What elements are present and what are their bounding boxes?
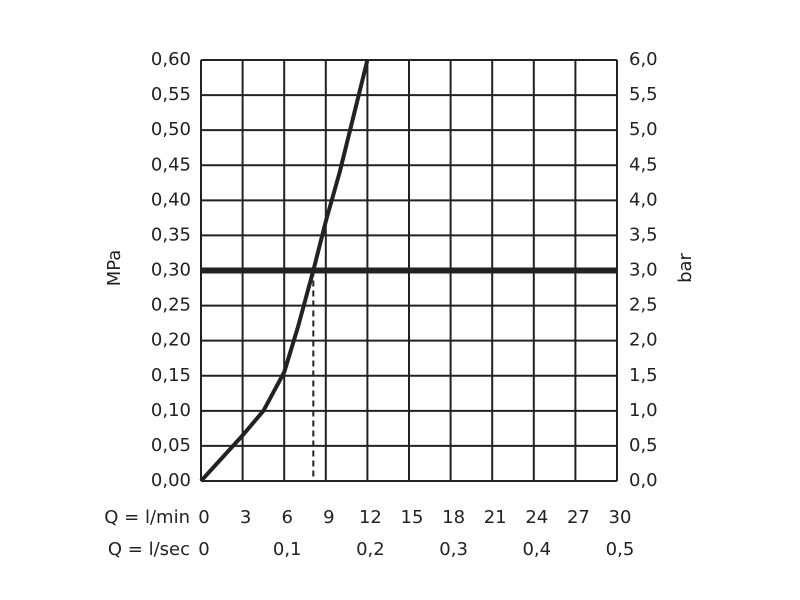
y-tick-label: 0,50 [151, 119, 191, 140]
curve [199, 59, 370, 483]
y2-tick-label: 2,0 [629, 330, 658, 351]
x2-tick-label: 0,3 [439, 539, 468, 560]
y2-tick-label: 5,0 [629, 119, 658, 140]
y-tick-label: 0,35 [151, 224, 191, 245]
x-tick-label: 15 [401, 507, 424, 528]
y-tick-label: 0,10 [151, 400, 191, 421]
x-tick-label: 0 [198, 507, 209, 528]
y2-tick-label: 4,0 [629, 189, 658, 210]
x2-tick-label: 0,4 [522, 539, 551, 560]
y-tick-label: 0,30 [151, 260, 191, 281]
y2-tick-label: 4,5 [629, 154, 658, 175]
y-tick-label: 0,45 [151, 154, 191, 175]
x-tick-label: 6 [281, 507, 292, 528]
y2-tick-label: 0,0 [629, 470, 658, 491]
x-tick-label: 12 [359, 507, 382, 528]
x-tick-label: 18 [442, 507, 465, 528]
x-tick-label: 21 [484, 507, 507, 528]
x2-axis-label: Q = l/sec [108, 539, 190, 560]
y-tick-label: 0,15 [151, 365, 191, 386]
x2-tick-label: 0,5 [606, 539, 635, 560]
y-tick-label: 0,55 [151, 84, 191, 105]
x-axis-label: Q = l/min [104, 507, 190, 528]
y2-tick-label: 3,5 [629, 224, 658, 245]
x-tick-label: 3 [240, 507, 251, 528]
x2-tick-label: 0 [198, 539, 209, 560]
x-tick-label: 27 [567, 507, 590, 528]
x-tick-label: 24 [525, 507, 548, 528]
y-tick-label: 0,40 [151, 189, 191, 210]
y-tick-label: 0,00 [151, 470, 191, 491]
y2-tick-label: 2,5 [629, 295, 658, 316]
y2-tick-label: 3,0 [629, 260, 658, 281]
y-tick-label: 0,60 [151, 49, 191, 70]
x-tick-label: 30 [609, 507, 632, 528]
y-tick-label: 0,05 [151, 435, 191, 456]
y-tick-label: 0,20 [151, 330, 191, 351]
y2-tick-label: 6,0 [629, 49, 658, 70]
y-tick-label: 0,25 [151, 295, 191, 316]
y2-tick-label: 5,5 [629, 84, 658, 105]
x2-tick-label: 0,1 [273, 539, 302, 560]
y2-axis-label: bar [675, 252, 696, 282]
y2-tick-label: 0,5 [629, 435, 658, 456]
x-tick-label: 9 [323, 507, 334, 528]
x2-tick-label: 0,2 [356, 539, 385, 560]
y2-tick-label: 1,0 [629, 400, 658, 421]
y2-tick-label: 1,5 [629, 365, 658, 386]
y-axis-label: MPa [104, 250, 125, 287]
